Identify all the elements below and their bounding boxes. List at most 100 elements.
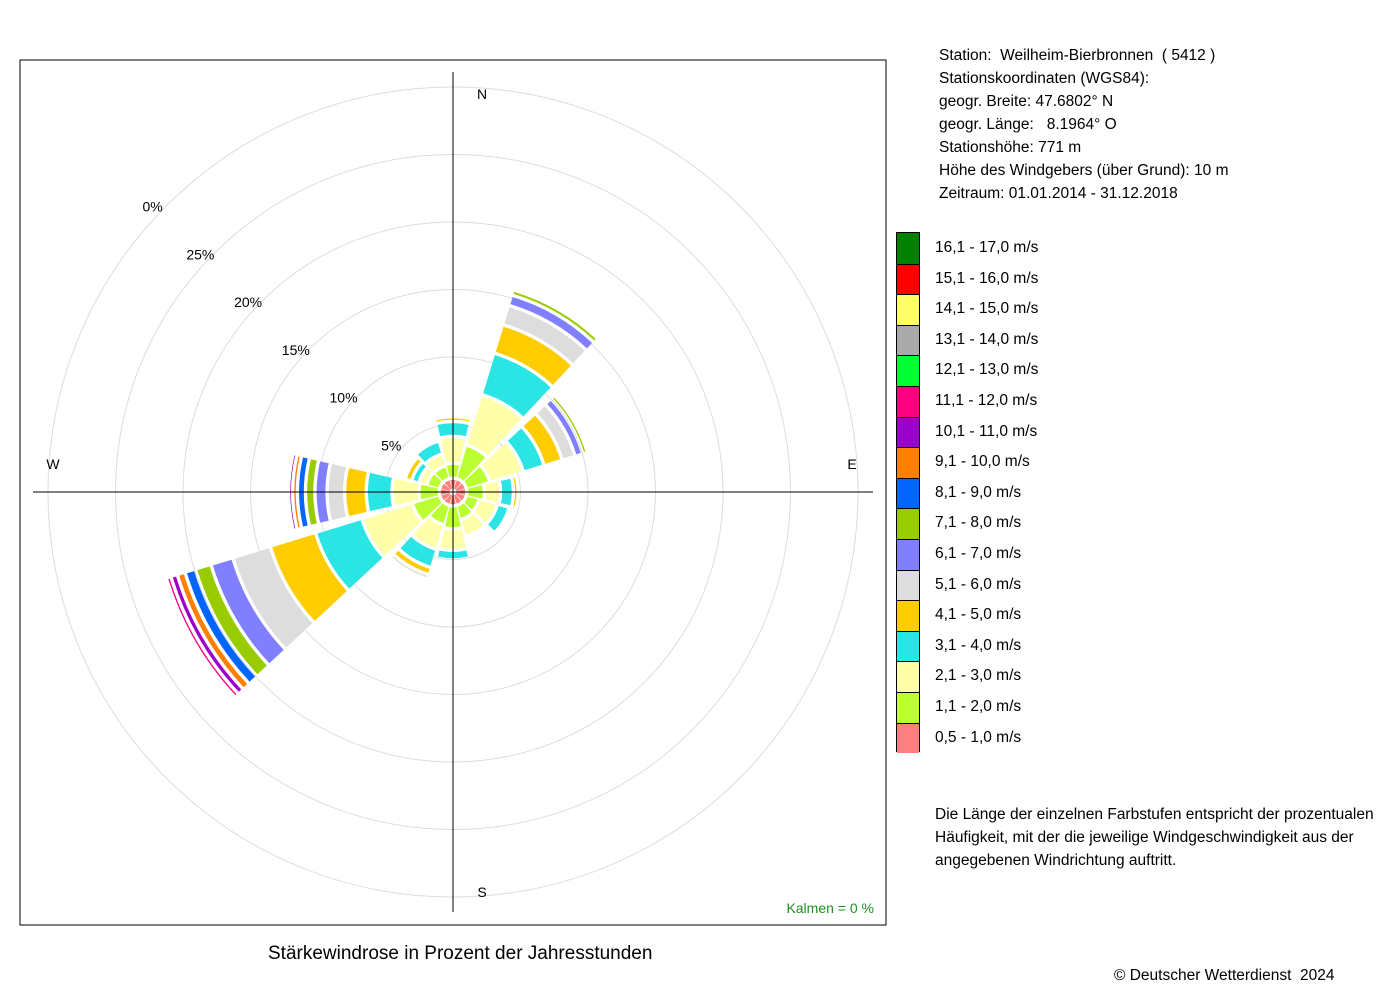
legend-label-8: 8,1 - 9,0 m/s <box>935 483 1022 501</box>
compass-label-E: E <box>847 456 856 472</box>
legend-label-1: 1,1 - 2,0 m/s <box>935 698 1022 715</box>
sector-150-class-0 <box>453 494 462 504</box>
sector-330-class-2 <box>427 455 445 471</box>
legend-swatch-10 <box>897 416 919 448</box>
sector-330 <box>418 442 453 490</box>
sector-210-class-4 <box>395 550 430 573</box>
legend-label-5: 5,1 - 6,0 m/s <box>935 575 1022 593</box>
sector-300 <box>407 459 451 492</box>
sector-330-class-0 <box>444 480 453 490</box>
radial-tick-label-25: 25% <box>186 246 214 262</box>
plot-frame <box>19 59 887 926</box>
sector-240-class-2 <box>363 504 421 556</box>
sector-150-class-2 <box>461 514 484 535</box>
explanation-line-3: angegebenen Windrichtung auftritt. <box>935 852 1177 869</box>
sector-30-class-5 <box>504 307 585 364</box>
sector-210 <box>392 494 453 578</box>
sector-60 <box>455 397 586 492</box>
legend-label-7: 7,1 - 8,0 m/s <box>935 514 1022 532</box>
sector-270-class-10 <box>290 455 296 529</box>
sector-240-class-7 <box>197 566 267 675</box>
sector-60-class-4 <box>523 415 561 464</box>
legend-swatch-15 <box>897 263 919 295</box>
sector-210-class-1 <box>430 503 449 523</box>
station-latitude: geogr. Breite: 47.6802° N <box>939 93 1114 110</box>
sector-30-class-4 <box>495 326 571 385</box>
radial-tick-label-15: 15% <box>282 342 310 358</box>
legend-swatch-12 <box>897 355 919 386</box>
calm-label: Kalmen = 0 % <box>786 900 874 916</box>
sector-240 <box>168 492 451 696</box>
sector-240-class-0 <box>441 492 451 501</box>
legend-label-10: 10,1 - 11,0 m/s <box>935 422 1038 440</box>
compass-label-S: S <box>477 884 486 900</box>
compass-label-W: W <box>46 456 60 472</box>
station-name: Station: Weilheim-Bierbronnen ( 5412 ) <box>939 47 1216 64</box>
anemometer-height: Höhe des Windgebers (über Grund): 10 m <box>939 162 1229 179</box>
sector-210-class-0 <box>444 494 453 504</box>
legend-label-15: 15,1 - 16,0 m/s <box>935 269 1039 287</box>
sector-330-class-1 <box>435 467 449 481</box>
station-coordinates-heading: Stationskoordinaten (WGS84): <box>939 70 1150 87</box>
explanation-line-1: Die Länge der einzelnen Farbstufen entsp… <box>935 806 1374 823</box>
explanation-line-2: Häufigkeit, mit der die jeweilige Windge… <box>935 829 1354 846</box>
legend-label-14: 14,1 - 15,0 m/s <box>935 300 1039 318</box>
sector-240-class-4 <box>272 534 347 621</box>
legend-label-11: 11,1 - 12,0 m/s <box>935 392 1038 409</box>
sector-30-class-0 <box>453 480 462 490</box>
sector-270-class-9 <box>294 456 300 528</box>
copyright: © Deutscher Wetterdienst 2024 <box>1114 967 1335 984</box>
sector-210-class-2 <box>413 518 443 548</box>
sector-120-class-2 <box>474 500 496 523</box>
compass-label-N: N <box>477 86 487 102</box>
sector-60-class-2 <box>482 443 522 481</box>
legend-swatch-11 <box>897 386 919 417</box>
legend-swatch-2 <box>897 661 919 692</box>
sector-300-class-0 <box>441 483 451 492</box>
sector-30-class-2 <box>467 396 522 455</box>
sector-60-class-0 <box>455 483 465 492</box>
sector-120-class-3 <box>488 506 508 531</box>
sector-30-class-6 <box>510 297 593 349</box>
sector-210-class-5 <box>392 556 428 578</box>
sector-30-class-3 <box>483 355 551 417</box>
station-longitude: geogr. Länge: 8.1964° O <box>939 116 1117 133</box>
legend-swatch-1 <box>897 692 919 723</box>
sector-90-class-4 <box>513 477 517 507</box>
sector-60-class-5 <box>537 406 574 459</box>
legend-label-12: 12,1 - 13,0 m/s <box>935 361 1039 379</box>
legend-swatch-9 <box>897 447 919 478</box>
legend-label-9: 9,1 - 10,0 m/s <box>935 453 1030 471</box>
station-altitude: Stationshöhe: 771 m <box>939 139 1082 156</box>
sector-240-class-6 <box>212 559 284 664</box>
legend-label-6: 6,1 - 7,0 m/s <box>935 545 1022 562</box>
time-period: Zeitraum: 01.01.2014 - 31.12.2018 <box>939 185 1178 202</box>
legend-label-4: 4,1 - 5,0 m/s <box>935 606 1022 624</box>
radial-tick-label-20: 20% <box>234 294 262 310</box>
sector-60-class-3 <box>507 428 543 471</box>
legend-swatch-7 <box>897 508 919 539</box>
legend-label-2: 2,1 - 3,0 m/s <box>935 667 1022 685</box>
sector-330-class-3 <box>418 442 441 462</box>
legend-swatch-6 <box>897 539 919 570</box>
sector-240-class-8 <box>187 571 256 682</box>
sector-240-class-1 <box>414 496 442 520</box>
legend-label-0: 0,5 - 1,0 m/s <box>935 728 1022 746</box>
sector-150 <box>453 494 484 535</box>
sector-210-class-3 <box>400 536 436 566</box>
legend-swatch-16 <box>897 233 919 264</box>
radial-tick-label-5: 5% <box>381 437 401 453</box>
sector-0-class-4 <box>436 418 470 422</box>
sector-60-class-6 <box>547 400 581 455</box>
sector-120-class-1 <box>464 496 478 510</box>
legend-swatch-4 <box>897 600 919 631</box>
sector-60-class-1 <box>464 467 488 488</box>
sector-300-class-2 <box>420 468 432 484</box>
legend-swatch-3 <box>897 630 919 662</box>
sector-120 <box>455 492 508 531</box>
legend-swatch-8 <box>897 477 919 509</box>
chart-title: Stärkewindrose in Prozent der Jahresstun… <box>268 943 653 964</box>
legend-label-16: 16,1 - 17,0 m/s <box>935 239 1039 256</box>
sector-300-class-4 <box>407 459 421 479</box>
